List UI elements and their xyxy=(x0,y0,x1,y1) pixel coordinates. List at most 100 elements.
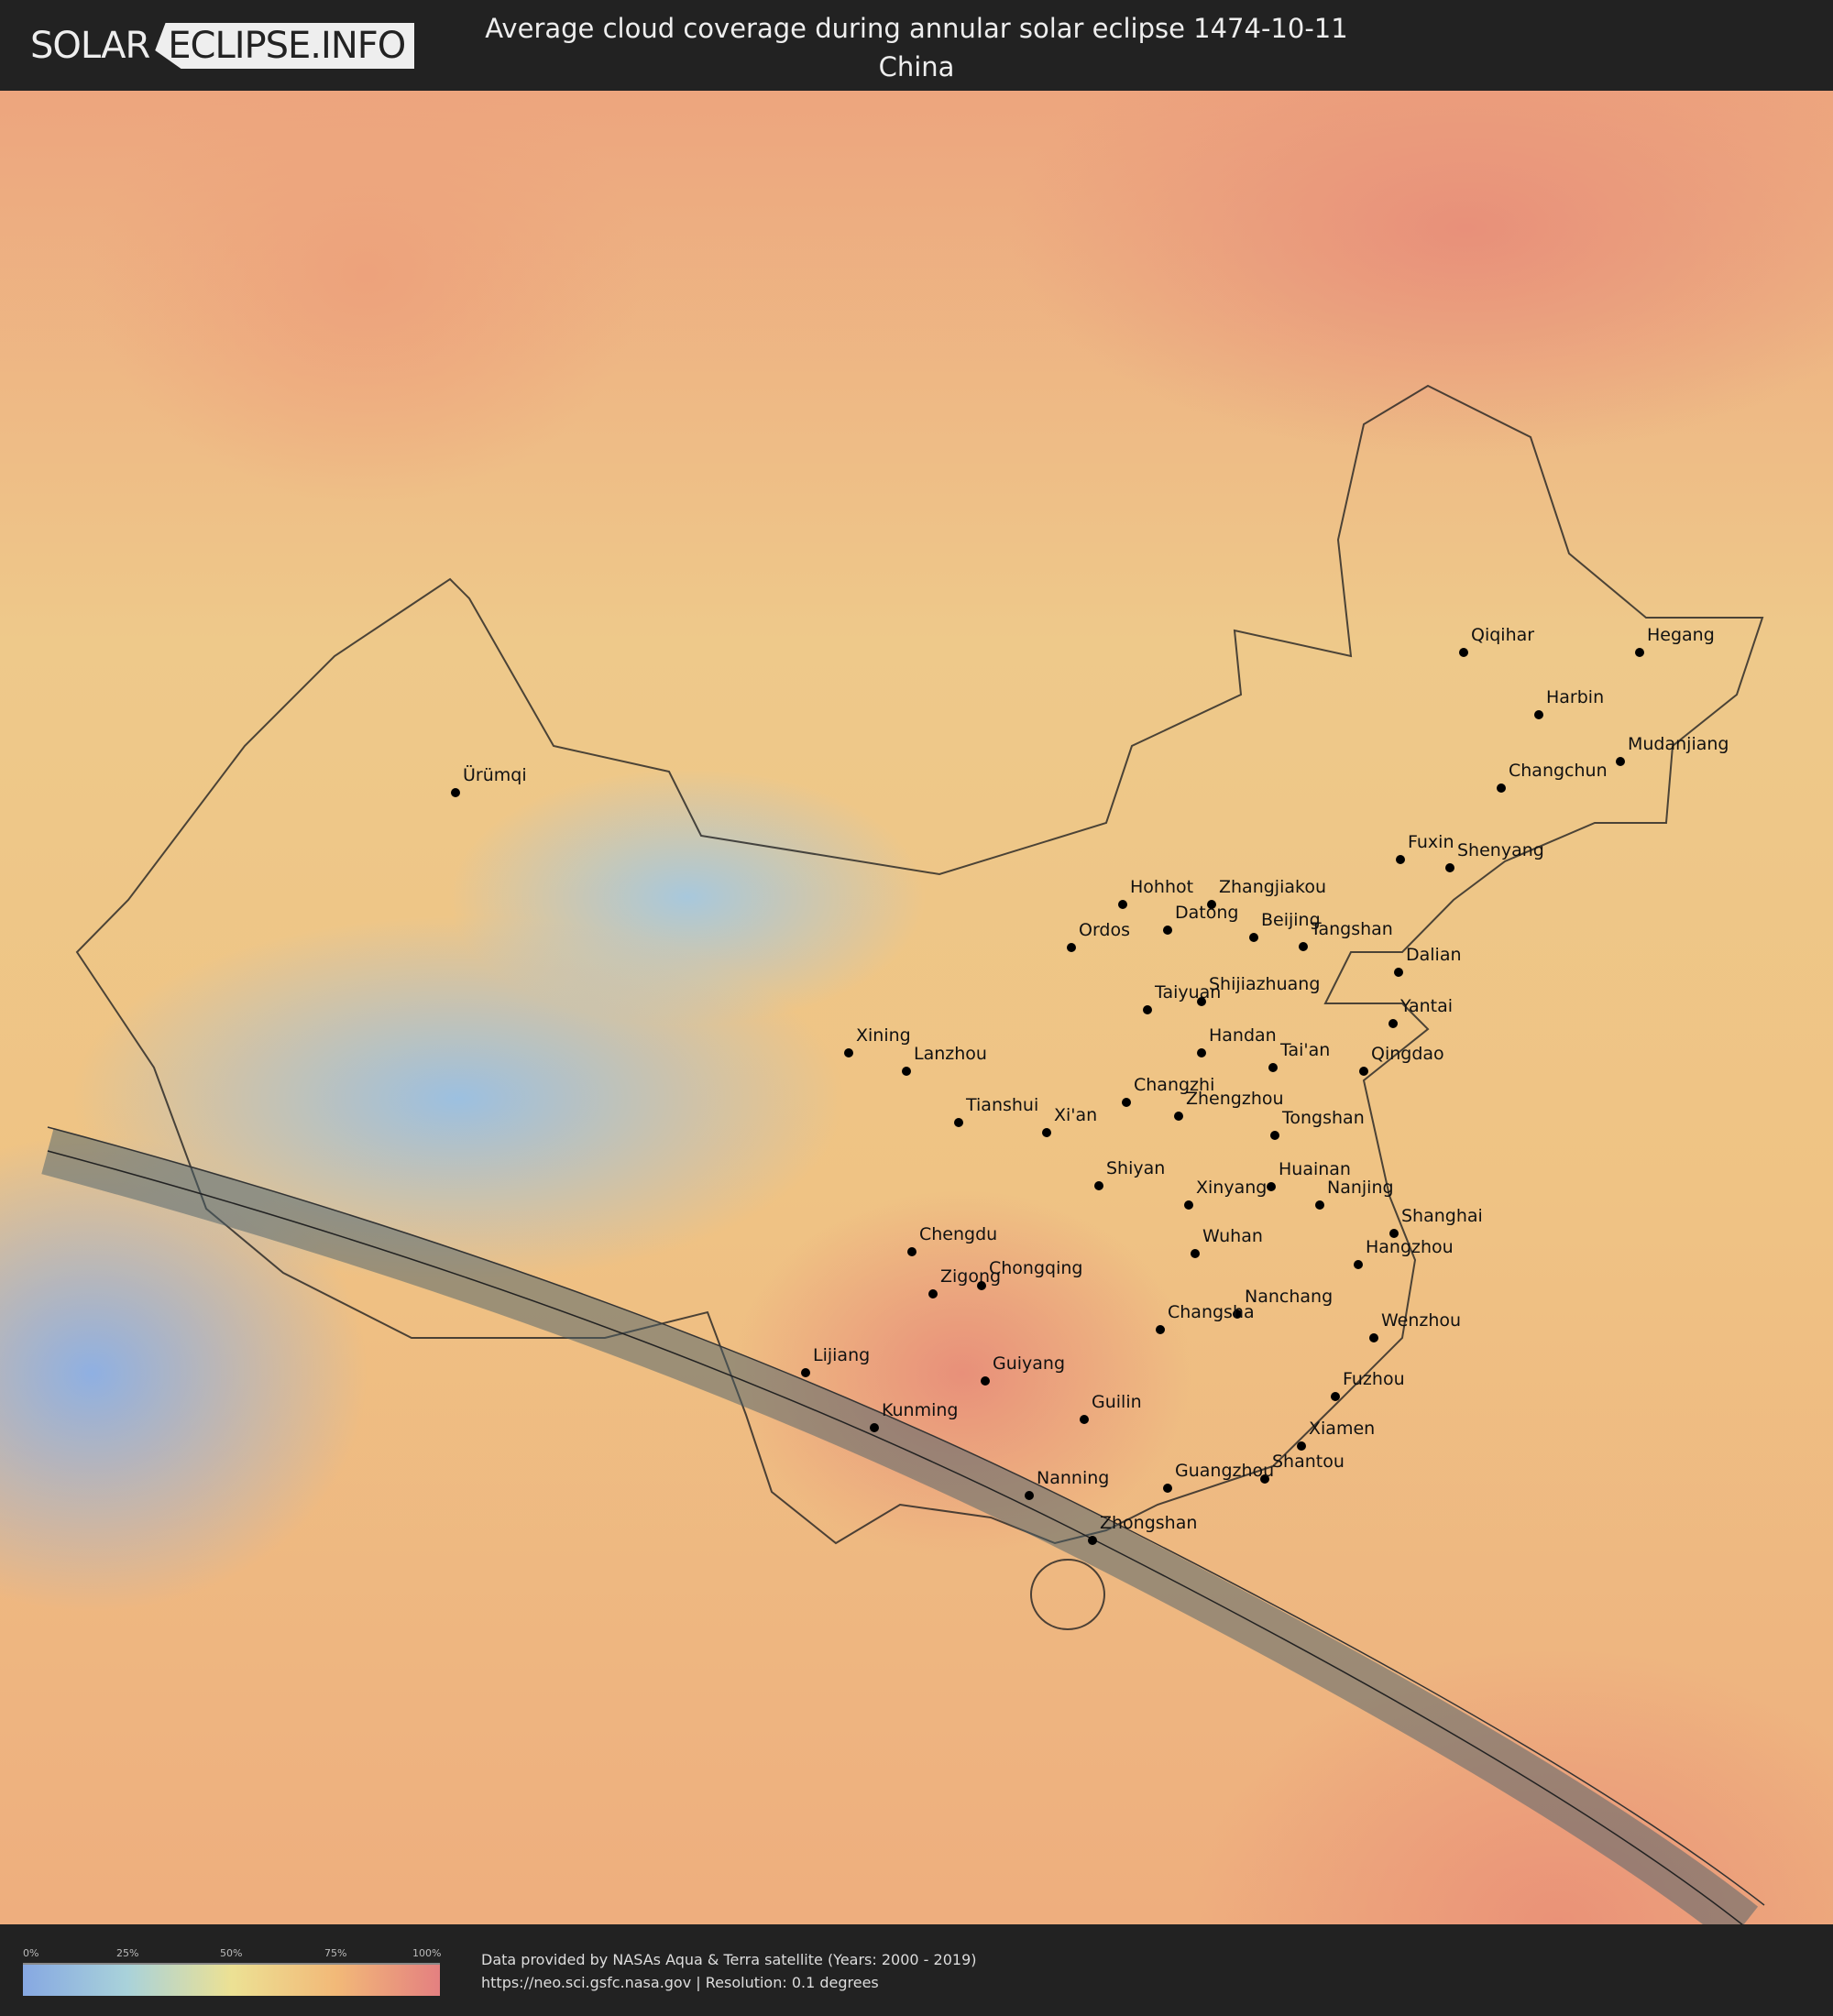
city-dot-icon xyxy=(1025,1491,1034,1500)
city-dot-icon xyxy=(1299,942,1308,951)
city-dot-icon xyxy=(844,1048,853,1057)
site-logo[interactable]: SOLAR ECLIPSE.INFO xyxy=(30,23,415,69)
city-label: Xiamen xyxy=(1309,1419,1376,1439)
city-dot-icon xyxy=(928,1289,938,1298)
city-label: Fuxin xyxy=(1408,832,1454,852)
city-label: Hangzhou xyxy=(1366,1237,1454,1257)
legend-tick: 25% xyxy=(116,1947,139,1959)
city-label: Nanning xyxy=(1037,1468,1110,1488)
city-dot-icon xyxy=(954,1118,963,1127)
logo-text-eclipse-info: ECLIPSE.INFO xyxy=(155,23,415,69)
city-dot-icon xyxy=(1184,1200,1193,1210)
city-dot-icon xyxy=(1197,997,1206,1006)
city-label: Xinyang xyxy=(1196,1178,1268,1198)
city-dot-icon xyxy=(1389,1229,1399,1238)
city-dot-icon xyxy=(1042,1128,1051,1137)
city-label: Beijing xyxy=(1261,910,1321,930)
city-dot-icon xyxy=(1156,1325,1165,1334)
city-dot-icon xyxy=(977,1281,986,1290)
city-dot-icon xyxy=(1497,783,1506,793)
city-dot-icon xyxy=(1191,1249,1200,1258)
city-label: Harbin xyxy=(1546,687,1605,707)
city-dot-icon xyxy=(870,1423,879,1432)
cloud-coverage-legend-bar xyxy=(23,1963,440,1996)
city-label: Hegang xyxy=(1647,625,1715,645)
city-dot-icon xyxy=(1268,1063,1278,1072)
city-label: Chongqing xyxy=(989,1258,1083,1278)
legend-tick: 50% xyxy=(220,1947,243,1959)
city-label: Wuhan xyxy=(1202,1226,1263,1246)
city-dot-icon xyxy=(1067,943,1076,952)
city-dot-icon xyxy=(1143,1005,1152,1014)
city-label: Shijiazhuang xyxy=(1209,974,1321,994)
city-label: Zigong xyxy=(940,1266,1002,1287)
city-label: Shenyang xyxy=(1457,840,1544,860)
data-credit: Data provided by NASAs Aqua & Terra sate… xyxy=(481,1951,977,1968)
city-dot-icon xyxy=(1331,1392,1340,1401)
city-dot-icon xyxy=(1459,648,1468,657)
city-label: Datong xyxy=(1175,903,1239,923)
city-label: Qiqihar xyxy=(1471,625,1535,645)
city-label: Ürümqi xyxy=(463,765,527,785)
city-dot-icon xyxy=(1369,1333,1378,1342)
city-dot-icon xyxy=(981,1376,990,1386)
city-label: Ordos xyxy=(1079,920,1131,940)
city-label: Changsha xyxy=(1168,1302,1255,1322)
city-label: Guilin xyxy=(1092,1392,1142,1412)
city-label: Chengdu xyxy=(919,1224,998,1244)
city-dot-icon xyxy=(1088,1536,1097,1545)
city-label: Qingdao xyxy=(1371,1044,1444,1064)
city-dot-icon xyxy=(1635,648,1644,657)
city-dot-icon xyxy=(1207,900,1216,909)
city-dot-icon xyxy=(1260,1474,1269,1484)
city-dot-icon xyxy=(1233,1309,1242,1319)
city-label: Tangshan xyxy=(1311,919,1393,939)
city-label: Hohhot xyxy=(1130,877,1194,897)
city-label: Zhongshan xyxy=(1100,1513,1198,1533)
city-dot-icon xyxy=(1354,1260,1363,1269)
city-label: Wenzhou xyxy=(1381,1310,1462,1331)
city-dot-icon xyxy=(907,1247,916,1256)
city-label: Yantai xyxy=(1400,996,1454,1016)
cloud-coverage-map[interactable]: Ürümqi Qiqihar Hegang Harbin Mudanjiang Chang… xyxy=(0,91,1833,1924)
city-dot-icon xyxy=(1267,1182,1276,1191)
city-dot-icon xyxy=(1174,1112,1183,1121)
eclipse-path-north-limit xyxy=(47,1126,1765,1906)
header: SOLAR ECLIPSE.INFO Average cloud coverag… xyxy=(0,0,1833,91)
city-dot-icon xyxy=(1297,1441,1306,1451)
map-subtitle: China xyxy=(878,51,955,82)
city-label: Mudanjiang xyxy=(1628,734,1729,754)
city-dot-icon xyxy=(1394,968,1403,977)
city-label: Changchun xyxy=(1509,761,1608,781)
city-dot-icon xyxy=(1122,1098,1131,1107)
city-label: Tongshan xyxy=(1282,1108,1365,1128)
eclipse-path-band xyxy=(41,1127,1759,1924)
city-dot-icon xyxy=(1445,863,1454,872)
map-title: Average cloud coverage during annular so… xyxy=(485,13,1348,44)
city-dot-icon xyxy=(1616,757,1625,766)
city-dot-icon xyxy=(1315,1200,1324,1210)
logo-text-solar: SOLAR xyxy=(30,25,150,67)
city-dot-icon xyxy=(1249,933,1258,942)
city-label: Lanzhou xyxy=(914,1044,987,1064)
city-dot-icon xyxy=(1388,1019,1398,1028)
city-dot-icon xyxy=(1396,855,1405,864)
legend-tick: 100% xyxy=(412,1947,442,1959)
city-dot-icon xyxy=(1118,900,1127,909)
city-dot-icon xyxy=(1359,1067,1368,1076)
city-label: Dalian xyxy=(1406,945,1462,965)
china-border xyxy=(75,384,1764,1545)
city-label: Xining xyxy=(856,1025,911,1046)
city-label: Shantou xyxy=(1272,1452,1345,1472)
city-label: Shanghai xyxy=(1401,1206,1483,1226)
city-dot-icon xyxy=(1163,1484,1172,1493)
legend-tick: 0% xyxy=(23,1947,39,1959)
city-label: Zhangjiakou xyxy=(1219,877,1326,897)
eclipse-path-centerline xyxy=(47,1150,1743,1924)
city-dot-icon xyxy=(1197,1048,1206,1057)
city-dot-icon xyxy=(1163,926,1172,935)
city-label: Zhengzhou xyxy=(1186,1089,1284,1109)
city-label: Nanchang xyxy=(1245,1287,1334,1307)
data-source-link[interactable]: https://neo.sci.gsfc.nasa.gov | Resoluti… xyxy=(481,1974,879,1991)
hainan-border xyxy=(1030,1559,1105,1630)
